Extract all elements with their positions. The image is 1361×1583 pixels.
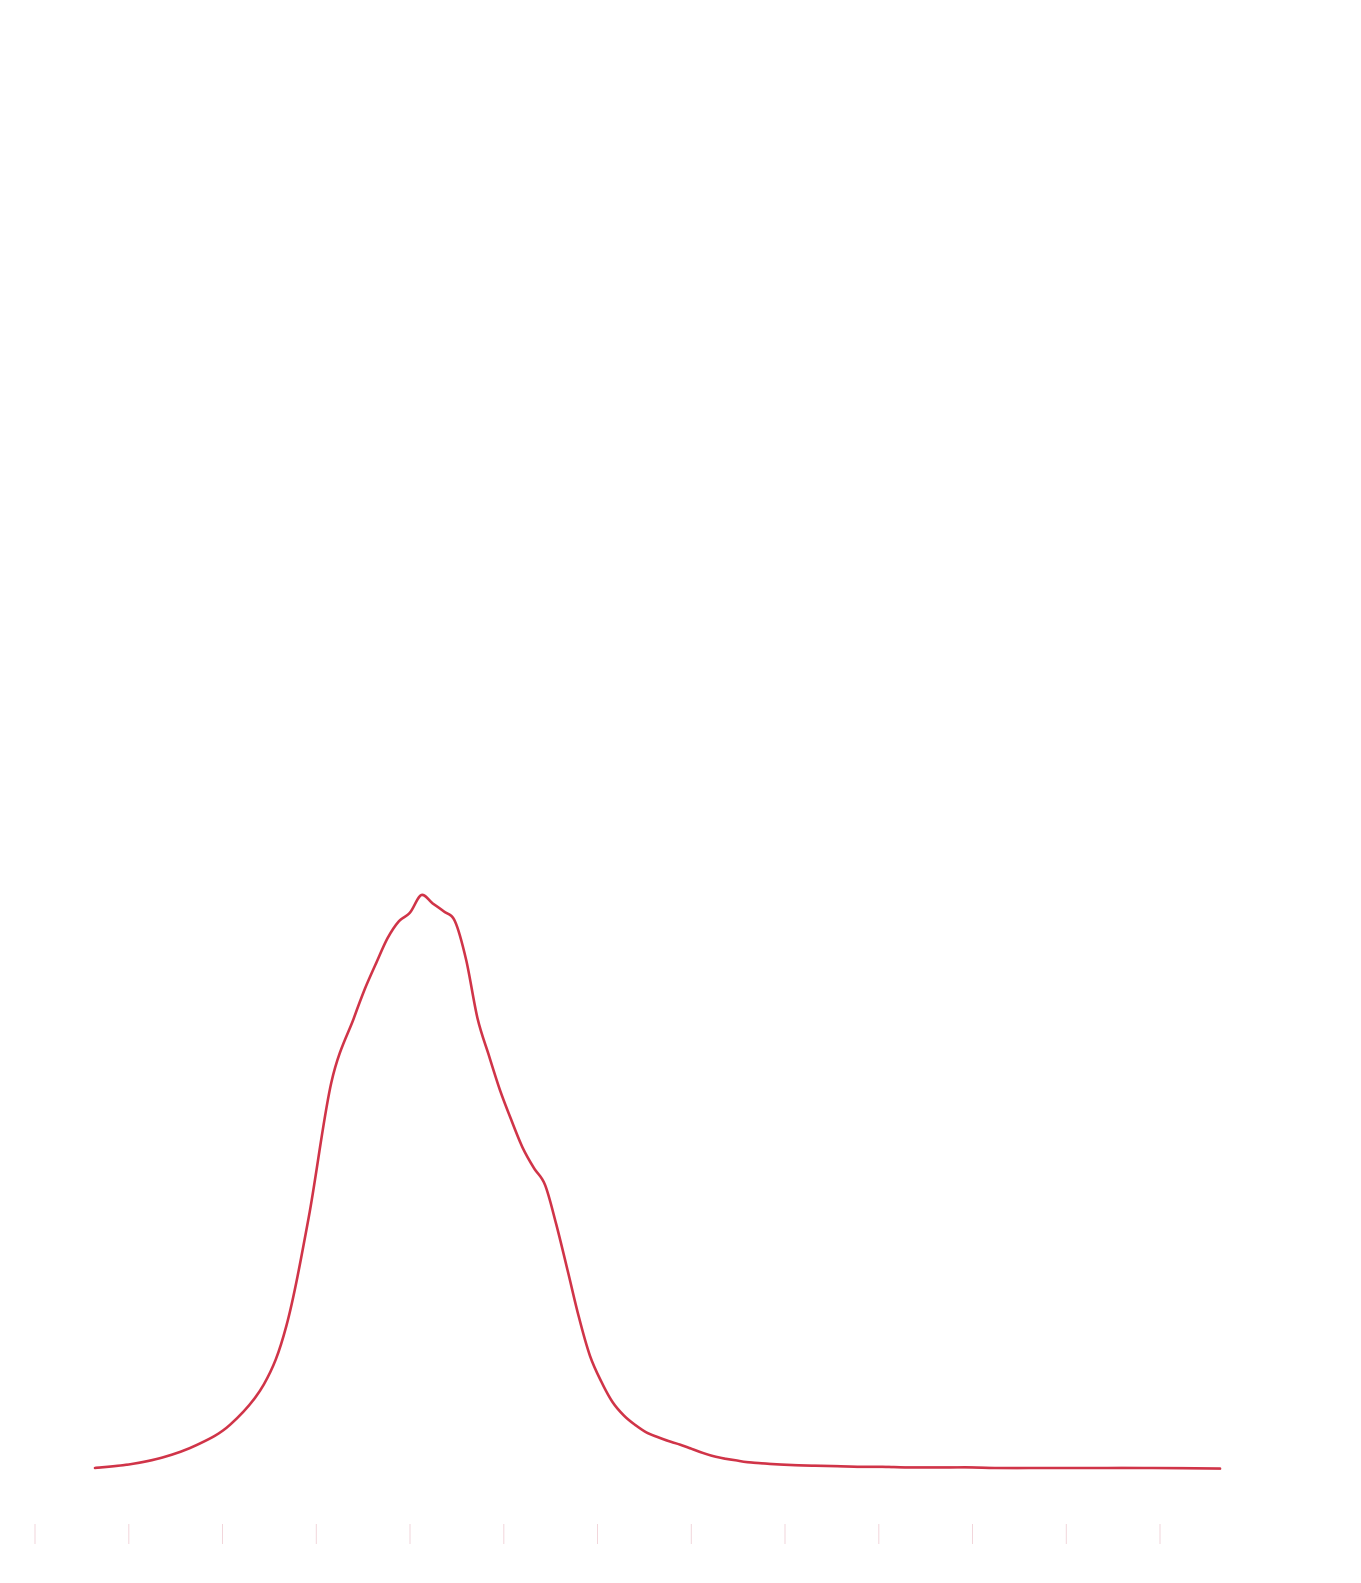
series-layer	[93, 893, 1222, 1470]
x-axis-ticks	[34, 1524, 1161, 1544]
series-line-1	[93, 893, 1222, 1470]
